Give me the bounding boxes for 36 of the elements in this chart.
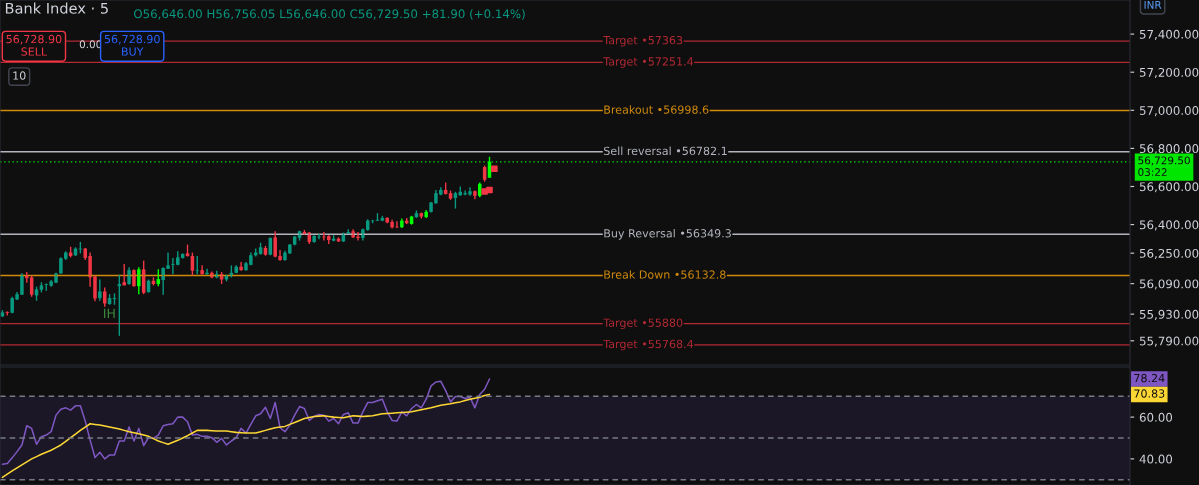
y-tick-label: 56,250.00 [1139, 248, 1199, 260]
y-tick-label: 57,200.00 [1139, 67, 1199, 79]
y-tick-label: 57,000.00 [1139, 106, 1199, 117]
ref-line-label: Target •57251.4 [603, 57, 694, 68]
y-tick-label: 60.00 [1139, 412, 1173, 422]
annotation: O56,646.00 H56,756.05 L56,646.00 C56,729.50 +81.90 (+0.14%) [134, 9, 525, 20]
ref-line-label: 56,729.50 03:22 [1138, 156, 1190, 176]
point [481, 188, 488, 195]
y-tick-label: 56,090.00 [1139, 279, 1199, 290]
y-tick-label: 56,400.00 [1139, 220, 1199, 231]
y-tick-label: 40.00 [1139, 454, 1173, 464]
ref-line-label: Target •57363 [603, 35, 683, 47]
annotation: 56,728.90 SELL [6, 34, 62, 56]
line-series [1, 378, 491, 465]
annotation: 10 [13, 71, 26, 80]
point [486, 186, 493, 194]
y-tick-label: 56,800.00 [1139, 144, 1199, 155]
y-tick-label: 55,790.00 [1139, 336, 1199, 347]
annotation: IH [104, 308, 115, 318]
line-series [1, 393, 491, 479]
ref-line-label: Buy Reversal •56349.3 [604, 228, 731, 240]
ref-line-label: Sell reversal •56782.1 [604, 146, 727, 156]
chart-title: Bank Index · 5 [5, 2, 108, 14]
annotation: 70.83 [1134, 389, 1165, 398]
point [491, 165, 498, 173]
candlestick [195, 255, 200, 275]
annotation: 78.24 [1134, 373, 1165, 383]
text: INR [1144, 1, 1162, 9]
ref-line-label: Break Down •56132.8 [604, 270, 726, 279]
y-tick-label: 57,400.00 [1139, 29, 1199, 40]
annotation: 56,728.90 BUY [104, 34, 160, 56]
y-tick-label: 56,600.00 [1139, 182, 1199, 193]
ref-line-label: Target •55880 [603, 318, 683, 330]
ref-line-label: Breakout •56998.6 [604, 105, 709, 114]
y-tick-label: 55,930.00 [1139, 309, 1199, 320]
ref-line-label: Target •55768.4 [603, 339, 694, 351]
